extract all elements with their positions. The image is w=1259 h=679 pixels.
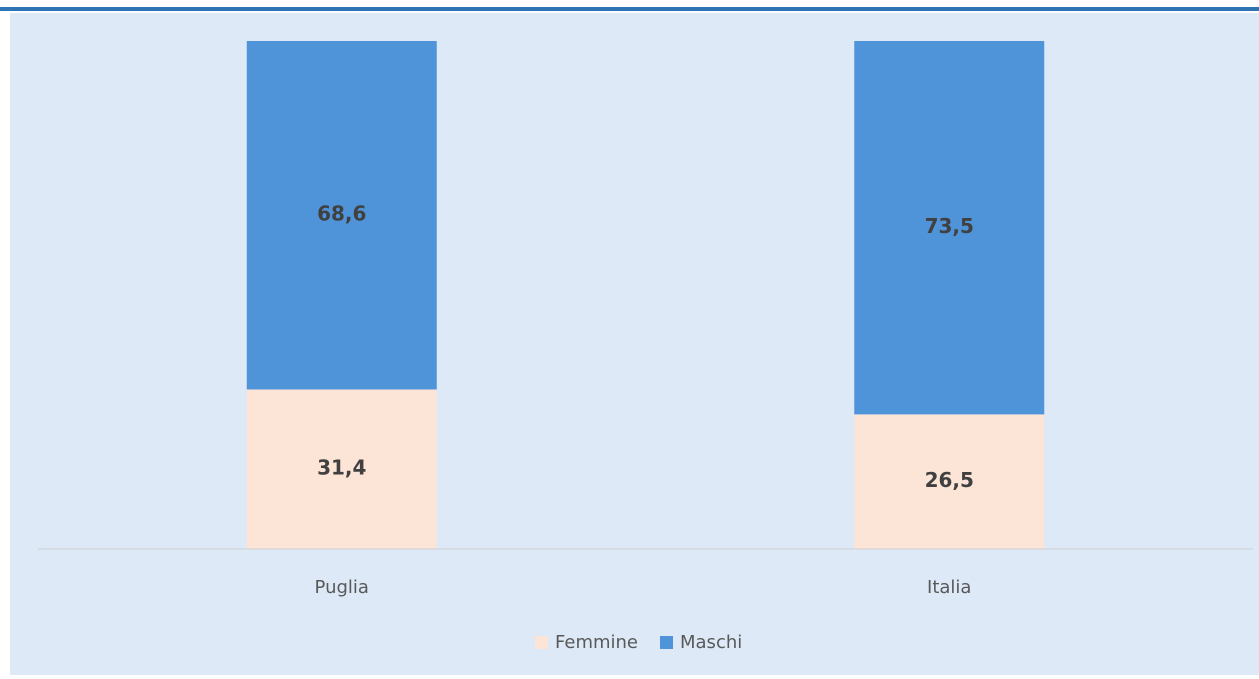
legend-label: Femmine [555,632,638,653]
legend-swatch [535,636,548,649]
legend-swatch [660,636,673,649]
bar-segment [854,41,1045,415]
header-rule [0,7,1259,11]
bar-segment [246,41,437,390]
data-label: 73,5 [925,214,974,238]
bar-segment [854,414,1045,549]
data-label: 68,6 [317,202,366,226]
bar-segment [246,389,437,549]
data-label: 31,4 [317,456,366,480]
x-tick-label: Puglia [315,577,369,598]
chart-background [10,13,1259,675]
legend-label: Maschi [680,632,742,653]
x-tick-label: Italia [927,577,971,598]
data-label: 26,5 [925,468,974,492]
